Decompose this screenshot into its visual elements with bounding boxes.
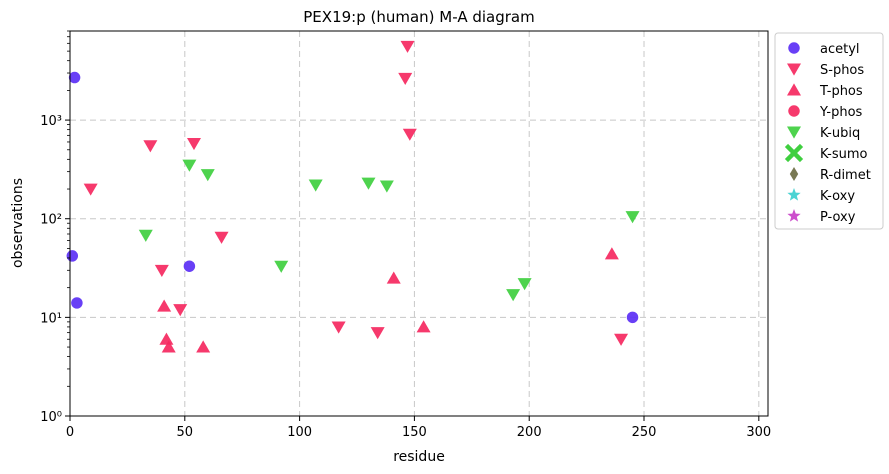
legend-marker-r-dimet xyxy=(789,167,799,181)
x-axis-title: residue xyxy=(393,449,445,465)
legend-marker-acetyl xyxy=(788,42,800,54)
data-point-s-phos xyxy=(331,321,346,334)
y-axis-title: observations xyxy=(10,178,26,268)
data-point-s-phos xyxy=(186,137,201,151)
legend-marker-k-oxy xyxy=(787,188,801,201)
x-tick-label: 100 xyxy=(287,425,312,440)
data-point-k-ubiq xyxy=(517,278,532,291)
legend-marker-t-phos xyxy=(787,83,801,96)
data-point-acetyl xyxy=(626,311,639,324)
data-point-k-ubiq xyxy=(506,289,521,302)
legend-label: acetyl xyxy=(820,42,860,57)
data-point-t-phos xyxy=(416,320,431,333)
data-point-t-phos xyxy=(157,299,172,312)
data-point-t-phos xyxy=(161,340,176,353)
x-marker-stroke xyxy=(784,143,804,163)
data-point-k-ubiq xyxy=(379,180,394,193)
data-point-k-ubiq xyxy=(625,211,640,224)
legend: acetyl S-phos T-phos Y-phos K-ubiq K-sumo R-di… xyxy=(774,32,884,230)
y-tick-label: 10⁰ xyxy=(40,410,62,425)
legend-label: T-phos xyxy=(819,84,863,99)
x-tick-label: 0 xyxy=(66,425,74,440)
x-tick-label: 250 xyxy=(632,425,657,440)
legend-label: P-oxy xyxy=(820,210,856,225)
legend-label: R-dimet xyxy=(820,168,871,183)
data-point-s-phos xyxy=(370,327,385,340)
data-point-s-phos xyxy=(173,304,188,317)
x-tick-label: 200 xyxy=(517,425,542,440)
data-point-s-phos xyxy=(614,333,629,346)
data-point-s-phos xyxy=(154,264,169,277)
grid xyxy=(69,31,768,417)
legend-label: K-ubiq xyxy=(820,126,860,141)
data-point-acetyl xyxy=(183,260,196,272)
legend-label: K-sumo xyxy=(820,147,868,162)
x-tick-label: 50 xyxy=(177,425,194,440)
legend-marker-k-ubiq xyxy=(787,126,801,139)
data-point-s-phos xyxy=(398,72,413,85)
legend-label: K-oxy xyxy=(820,189,855,204)
axes: 0 50 100 150 200 250 300 10⁰ 10¹ 10² 10³ xyxy=(40,30,771,440)
data-point-s-phos xyxy=(214,231,229,244)
data-point-t-phos xyxy=(386,271,401,284)
data-point-s-phos xyxy=(143,140,158,153)
data-point-acetyl xyxy=(68,71,81,84)
legend-marker-s-phos xyxy=(787,63,801,76)
data-point-k-ubiq xyxy=(138,229,153,242)
y-tick-label: 10² xyxy=(40,213,62,228)
data-point-k-ubiq xyxy=(361,177,376,190)
y-tick-label: 10³ xyxy=(40,114,62,129)
data-point-k-ubiq xyxy=(182,159,197,172)
legend-marker-p-oxy xyxy=(787,209,801,222)
data-point-acetyl xyxy=(66,250,79,262)
chart-title: PEX19:p (human) M-A diagram xyxy=(303,8,534,26)
x-tick-label: 300 xyxy=(746,425,771,440)
data-point-s-phos xyxy=(83,183,98,196)
legend-label: Y-phos xyxy=(819,105,863,120)
plot-frame xyxy=(69,30,769,417)
data-point-k-ubiq xyxy=(274,260,289,273)
data-point-s-phos xyxy=(400,40,415,53)
data-points xyxy=(66,40,640,353)
data-point-t-phos xyxy=(196,340,211,353)
x-tick-label: 150 xyxy=(402,425,427,440)
legend-marker-y-phos xyxy=(788,105,800,117)
data-point-t-phos xyxy=(604,247,619,260)
data-point-t-phos xyxy=(159,332,174,345)
y-tick-label: 10¹ xyxy=(40,311,62,326)
data-point-k-ubiq xyxy=(308,179,323,192)
legend-marker-k-sumo xyxy=(784,143,804,163)
data-point-s-phos xyxy=(402,128,417,141)
legend-frame xyxy=(774,32,884,230)
data-point-acetyl xyxy=(71,297,83,309)
legend-label: S-phos xyxy=(820,63,864,78)
data-point-k-ubiq xyxy=(200,169,215,182)
